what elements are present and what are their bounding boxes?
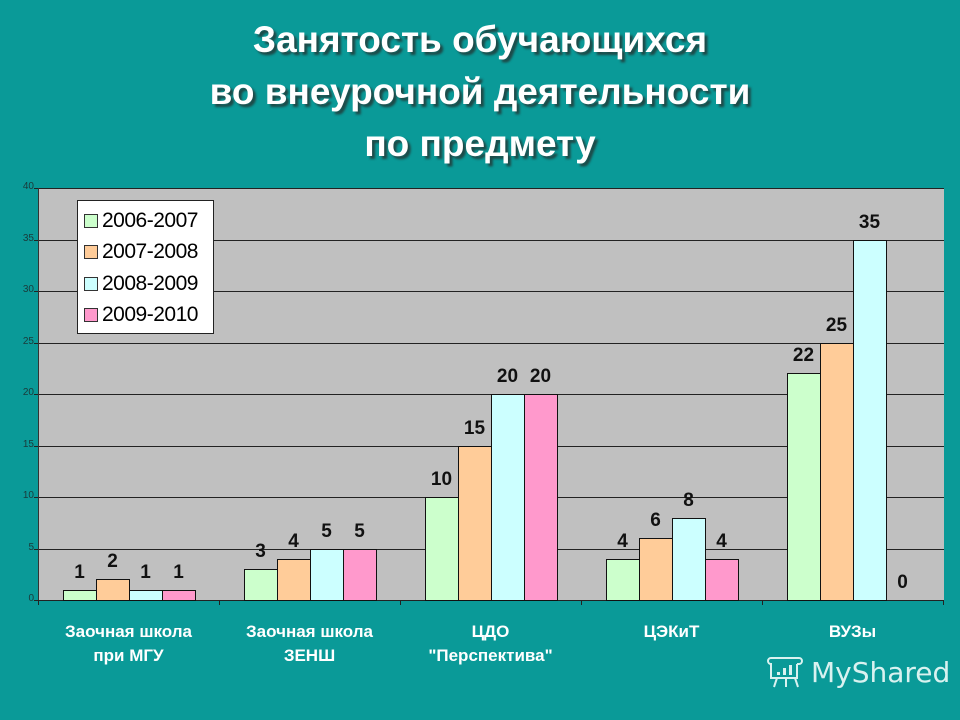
x-category-line-1: Заочная школа <box>65 622 192 641</box>
x-category-label: Заочная школа при МГУ <box>38 620 219 668</box>
title-line-3: по предмету <box>364 123 596 164</box>
legend-swatch-icon <box>84 276 98 291</box>
data-label: 1 <box>74 561 85 583</box>
gridline <box>39 342 944 344</box>
bar <box>244 569 278 601</box>
y-tick-label: 5 <box>28 541 34 553</box>
y-tick-label: 35 <box>22 232 34 244</box>
watermark-text: MyShared <box>811 655 951 689</box>
bar <box>458 445 492 601</box>
gridline <box>39 291 944 292</box>
bar <box>129 589 163 601</box>
y-tick-label: 15 <box>22 438 34 450</box>
bar <box>672 517 706 601</box>
legend-label: 2009-2010 <box>102 303 198 327</box>
title-line-1: Занятость обучающихся <box>252 19 708 60</box>
data-label: 2 <box>107 551 118 573</box>
y-tick-label: 10 <box>22 490 34 501</box>
data-label: 10 <box>430 469 453 490</box>
x-category-label: Заочная школа ЗЕНШ <box>219 620 400 668</box>
data-label: 4 <box>716 530 727 552</box>
y-tick-label: 30 <box>22 284 34 295</box>
x-tick-mark <box>38 600 39 605</box>
legend-swatch-icon <box>84 213 98 228</box>
bar <box>310 548 344 601</box>
data-label: 20 <box>496 366 519 387</box>
x-category-line-1: Заочная школа <box>246 622 373 641</box>
bar <box>425 497 459 601</box>
bar <box>606 558 640 601</box>
bar <box>524 394 558 601</box>
x-tick-mark <box>219 600 220 605</box>
x-tick-mark <box>762 600 763 605</box>
y-tick-label: 40 <box>22 181 34 192</box>
bar <box>639 538 673 601</box>
y-tick-mark <box>34 497 39 498</box>
y-tick-label: 25 <box>22 335 34 347</box>
bar <box>63 589 97 601</box>
data-label: 5 <box>321 520 332 542</box>
legend-label: 2006-2007 <box>102 208 198 232</box>
legend-label: 2008-2009 <box>102 271 198 295</box>
x-category-label: ВУЗы <box>762 620 943 644</box>
bar <box>705 558 739 601</box>
y-tick-mark <box>34 445 39 447</box>
x-category-line-2: при МГУ <box>93 646 164 665</box>
data-label: 35 <box>858 211 881 233</box>
x-category-line-1: ЦДО <box>471 622 510 641</box>
data-label: 0 <box>897 572 908 593</box>
bar <box>787 373 821 601</box>
x-tick-mark <box>581 600 582 605</box>
data-label: 5 <box>354 520 365 542</box>
legend-item: 2008-2009 <box>84 268 213 300</box>
data-label: 4 <box>617 530 628 552</box>
bar <box>277 558 311 601</box>
data-label: 3 <box>255 541 266 563</box>
legend-item: 2009-2010 <box>84 300 213 332</box>
x-tick-mark <box>943 600 944 605</box>
x-category-line-2: "Перспектива" <box>428 646 553 665</box>
y-tick-mark <box>34 394 39 395</box>
data-label: 15 <box>463 417 486 439</box>
data-label: 6 <box>650 510 661 532</box>
x-category-label: ЦДО "Перспектива" <box>400 620 581 668</box>
y-tick-mark <box>34 239 39 241</box>
gridline <box>39 188 944 189</box>
data-label: 22 <box>792 345 815 367</box>
y-tick-mark <box>34 188 39 189</box>
data-label: 25 <box>825 314 848 336</box>
gridline <box>39 239 944 241</box>
legend-swatch-icon <box>84 245 98 260</box>
y-tick-mark <box>34 342 39 344</box>
legend-label: 2007-2008 <box>102 240 198 264</box>
data-label: 1 <box>140 561 151 583</box>
chart-title: Занятость обучающихся во внеурочной деят… <box>0 14 960 170</box>
x-category-line-2: ЗЕНШ <box>283 646 336 665</box>
legend-swatch-icon <box>84 308 98 323</box>
y-tick-mark <box>34 291 39 292</box>
bar <box>491 394 525 601</box>
legend-item: 2006-2007 <box>84 205 213 237</box>
y-tick-mark <box>34 548 39 550</box>
x-category-line-1: ЦЭКиТ <box>643 622 700 641</box>
legend: 2006-2007 2007-2008 2008-2009 2009-2010 <box>77 200 214 334</box>
bar <box>820 342 854 601</box>
data-label: 1 <box>173 561 184 583</box>
data-label: 20 <box>529 366 552 387</box>
y-tick-mark <box>34 600 39 601</box>
x-category-line-1: ВУЗы <box>828 622 877 641</box>
watermark: MyShared <box>767 654 950 690</box>
bar <box>853 239 887 601</box>
data-label: 4 <box>288 530 299 552</box>
presentation-board-icon <box>767 657 803 688</box>
y-tick-label: 20 <box>22 387 34 398</box>
legend-item: 2007-2008 <box>84 237 213 269</box>
y-tick-label: 0 <box>28 593 34 604</box>
title-line-2: во внеурочной деятельности <box>209 71 751 112</box>
x-category-label: ЦЭКиТ <box>581 620 762 644</box>
data-label: 8 <box>683 489 694 511</box>
bar <box>162 589 196 601</box>
bar <box>343 548 377 601</box>
x-tick-mark <box>400 600 401 605</box>
